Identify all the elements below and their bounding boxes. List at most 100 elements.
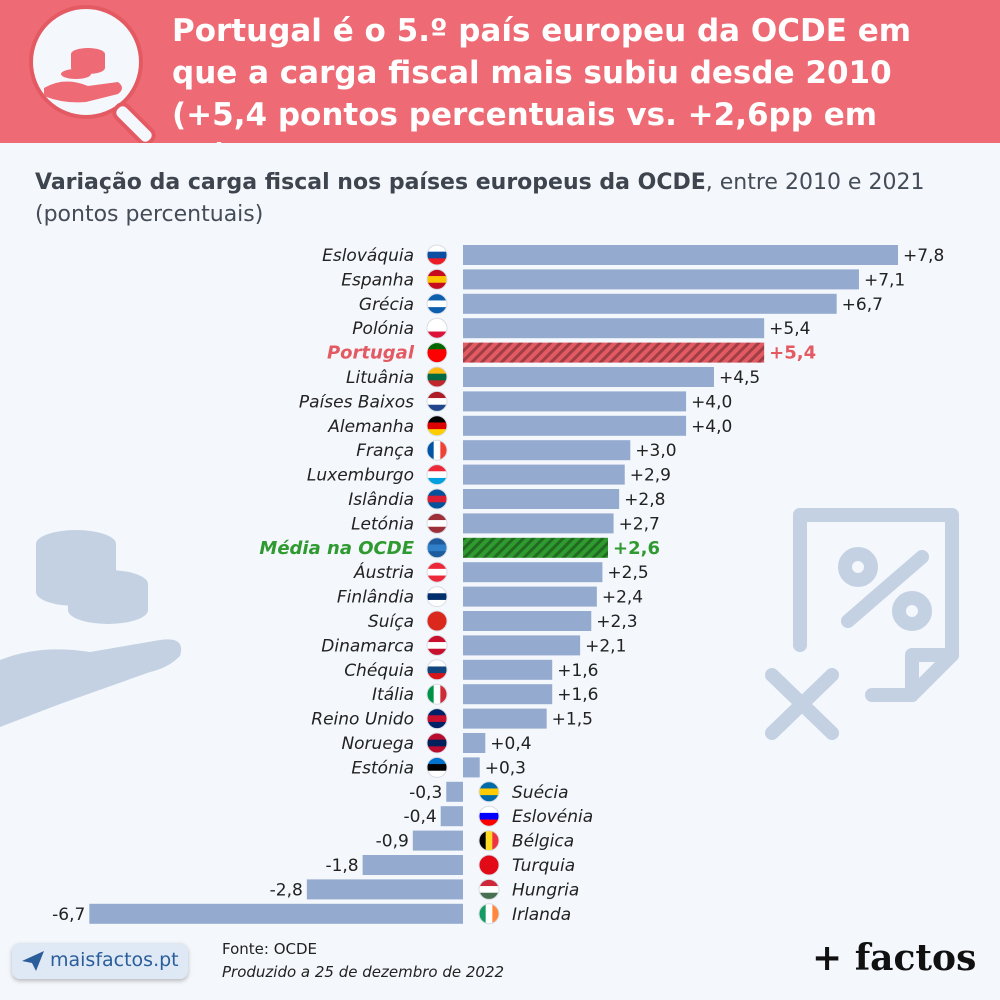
category-label-letonia: Letónia — [351, 514, 414, 534]
brand-logo: + factos — [812, 937, 977, 979]
bar-letonia — [463, 513, 614, 534]
value-label-italia: +1,6 — [557, 685, 598, 705]
category-label-reino-unido: Reino Unido — [311, 710, 414, 730]
category-label-alemanha: Alemanha — [327, 417, 414, 437]
flag-luxembourg-icon — [426, 464, 448, 486]
category-label-italia: Itália — [372, 685, 414, 705]
value-label-chequia: +1,6 — [557, 661, 598, 681]
value-label-letonia: +2,7 — [619, 514, 660, 534]
flag-portugal-icon — [426, 342, 448, 364]
category-label-eslovenia: Eslovénia — [512, 807, 593, 827]
header-banner — [0, 0, 1000, 143]
bar-austria — [463, 562, 603, 583]
flag-norway-icon — [426, 732, 448, 754]
category-label-lituania: Lituânia — [346, 368, 414, 388]
value-label-reino-unido: +1,5 — [552, 710, 593, 730]
value-label-hungria: -2,8 — [270, 880, 303, 900]
bar-grecia — [463, 293, 837, 314]
category-label-noruega: Noruega — [341, 734, 414, 754]
flag-poland-icon — [426, 317, 448, 339]
flag-turkey-icon — [478, 854, 500, 876]
category-label-espanha: Espanha — [341, 270, 414, 290]
bar-noruega — [463, 733, 486, 753]
value-label-alemanha: +4,0 — [691, 417, 732, 437]
flag-netherlands-icon — [426, 390, 448, 412]
bar-dinamarca — [463, 635, 581, 656]
produced-date: Produzido a 25 de dezembro de 2022 — [222, 963, 505, 981]
bar-polonia — [463, 318, 765, 339]
bar-espanha — [463, 269, 859, 290]
flag-italy-icon — [426, 683, 448, 705]
source-block: Fonte: OCDE Produzido a 25 de dezembro d… — [222, 938, 504, 984]
flag-hungary-icon — [478, 878, 500, 900]
flag-lithuania-icon — [426, 366, 448, 388]
value-label-belgica: -0,9 — [376, 832, 409, 852]
flag-france-icon — [426, 439, 448, 461]
bar-turquia — [362, 855, 463, 875]
category-label-grecia: Grécia — [359, 295, 414, 315]
category-label-eslovaquia: Eslováquia — [322, 246, 414, 266]
value-label-lituania: +4,5 — [719, 368, 760, 388]
bar-portugal — [463, 342, 765, 363]
value-label-polonia: +5,4 — [769, 319, 810, 339]
flag-latvia-icon — [426, 512, 448, 534]
bar-alemanha — [463, 415, 687, 436]
flag-spain-icon — [426, 268, 448, 290]
flag-iceland-icon — [426, 488, 448, 510]
bar-eslovenia — [440, 806, 463, 827]
value-label-luxemburgo: +2,9 — [630, 466, 671, 486]
value-label-espanha: +7,1 — [864, 270, 905, 290]
value-label-dinamarca: +2,1 — [585, 636, 626, 656]
bar-suica — [463, 611, 592, 631]
category-label-estonia: Estónia — [351, 758, 414, 778]
magnifier-coins-icon — [29, 5, 156, 146]
value-label-media-na-ocde: +2,6 — [613, 538, 660, 559]
category-label-suica: Suíça — [368, 612, 414, 632]
subtitle-rest: , entre 2010 e 2021 (pontos percentuais) — [35, 170, 925, 227]
value-label-finlandia: +2,4 — [602, 588, 643, 608]
flag-finland-icon — [426, 586, 448, 608]
site-link[interactable]: maisfactos.pt — [12, 943, 188, 979]
category-label-dinamarca: Dinamarca — [321, 636, 414, 656]
paper-plane-icon — [22, 951, 44, 971]
flag-estonia-icon — [426, 756, 448, 778]
flag-slovakia-icon — [426, 244, 448, 266]
category-label-belgica: Bélgica — [512, 832, 574, 852]
value-label-estonia: +0,3 — [485, 758, 526, 778]
value-label-eslovenia: -0,4 — [404, 807, 437, 827]
bar-estonia — [463, 757, 480, 778]
category-label-paises-baixos: Países Baixos — [299, 392, 414, 412]
bar-suecia — [446, 781, 463, 802]
category-label-hungria: Hungria — [512, 880, 579, 900]
bar-lituania — [463, 367, 714, 387]
site-url[interactable]: maisfactos.pt — [50, 949, 179, 971]
category-label-polonia: Polónia — [352, 319, 414, 339]
value-label-turquia: -1,8 — [325, 856, 358, 876]
category-label-irlanda: Irlanda — [512, 905, 571, 925]
flag-ireland-icon — [478, 903, 500, 925]
bar-chequia — [463, 659, 553, 680]
category-label-franca: França — [356, 441, 414, 461]
value-label-islandia: +2,8 — [624, 490, 665, 510]
flag-czechia-icon — [426, 659, 448, 681]
category-label-media-na-ocde: Média na OCDE — [259, 538, 414, 559]
tax-document-icon — [765, 508, 959, 740]
bar-islandia — [463, 489, 620, 509]
flag-denmark-icon — [426, 634, 448, 656]
value-label-irlanda: -6,7 — [52, 905, 85, 925]
bar-franca — [463, 440, 631, 461]
category-label-chequia: Chéquia — [344, 661, 414, 681]
coins-hand-icon — [0, 530, 182, 727]
bar-hungria — [306, 879, 463, 900]
bar-belgica — [412, 830, 463, 851]
chart-subtitle: Variação da carga fiscal nos países euro… — [35, 167, 965, 231]
value-label-paises-baixos: +4,0 — [691, 392, 732, 412]
flag-uk-icon — [426, 708, 448, 730]
bar-irlanda — [89, 903, 463, 924]
category-label-austria: Áustria — [353, 561, 414, 583]
value-label-portugal: +5,4 — [769, 343, 816, 364]
flag-greece-icon — [426, 293, 448, 315]
value-label-franca: +3,0 — [635, 441, 676, 461]
bar-media-na-ocde — [463, 537, 608, 558]
value-label-eslovaquia: +7,8 — [903, 246, 944, 266]
